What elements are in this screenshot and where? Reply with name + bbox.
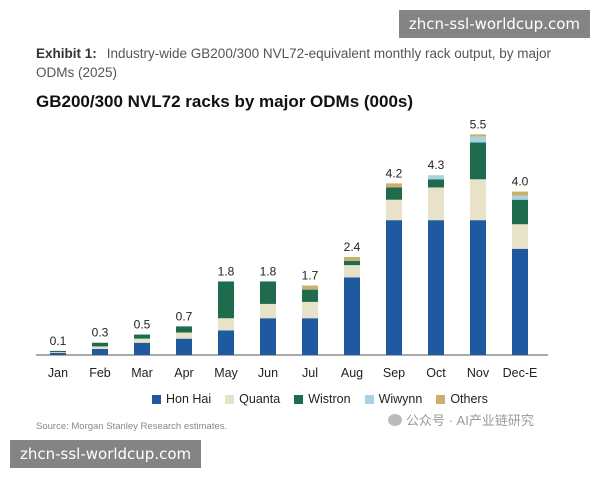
- x-tick-label: Jul: [302, 366, 318, 380]
- bar-segment-quanta: [512, 224, 528, 249]
- x-tick-label: May: [214, 366, 238, 380]
- bar-segment-others: [512, 191, 528, 196]
- bar-segment-wiwynn: [428, 175, 444, 180]
- x-tick-label: Jan: [48, 366, 68, 380]
- exhibit-caption: Exhibit 1: Industry-wide GB200/300 NVL72-…: [36, 44, 556, 82]
- bar-segment-wistron: [92, 342, 108, 347]
- bar-segment-quanta: [428, 187, 444, 221]
- x-tick-label: Dec-E: [503, 366, 538, 380]
- bar-segment-wistron: [428, 179, 444, 188]
- legend-swatch: [152, 394, 161, 404]
- bar-segment-hon-hai: [428, 220, 444, 355]
- bar-segment-wistron: [50, 350, 66, 353]
- bar-total-label: 2.4: [344, 240, 361, 254]
- bar-segment-hon-hai: [344, 277, 360, 355]
- bar-segment-wistron: [218, 281, 234, 319]
- bar-segment-hon-hai: [470, 220, 486, 355]
- legend-item-hon-hai: Hon Hai: [152, 392, 211, 406]
- bar-segment-quanta: [134, 338, 150, 343]
- legend-item-others: Others: [436, 392, 488, 406]
- bar-total-label: 1.8: [218, 264, 235, 278]
- legend-swatch: [364, 394, 374, 404]
- chart-title: GB200/300 NVL72 racks by major ODMs (000…: [36, 92, 414, 111]
- bar-total-label: 4.2: [386, 166, 403, 180]
- chart-legend: Hon Hai Quanta Wistron Wiwynn Others: [152, 392, 488, 406]
- legend-item-quanta: Quanta: [225, 392, 280, 406]
- bar-total-label: 0.1: [50, 334, 67, 348]
- bar-total-label: 5.5: [470, 117, 487, 131]
- bar-segment-hon-hai: [218, 330, 234, 355]
- watermark-top: zhcn-ssl-worldcup.com: [398, 10, 590, 38]
- legend-swatch: [294, 394, 304, 404]
- bar-segment-quanta: [344, 265, 360, 278]
- legend-swatch: [225, 394, 235, 404]
- x-tick-label: Aug: [341, 366, 363, 380]
- bar-segment-wistron: [512, 199, 528, 225]
- bar-segment-wistron: [386, 187, 402, 200]
- bar-segment-wistron: [470, 142, 486, 180]
- bar-segment-hon-hai: [176, 338, 192, 355]
- bar-segment-quanta: [92, 346, 108, 349]
- source-note: Source: Morgan Stanley Research estimate…: [36, 421, 228, 432]
- bar-segment-others: [344, 256, 360, 262]
- wechat-icon: [388, 413, 402, 426]
- bar-segment-wistron: [176, 326, 192, 333]
- bar-segment-wistron: [302, 289, 318, 302]
- watermark-bottom: zhcn-ssl-worldcup.com: [10, 440, 202, 468]
- legend-label: Hon Hai: [166, 392, 212, 406]
- bar-total-label: 1.8: [260, 264, 277, 278]
- bar-segment-quanta: [386, 199, 402, 221]
- bar-total-label: 4.3: [428, 158, 445, 172]
- bar-segment-wistron: [260, 281, 276, 304]
- bar-segment-quanta: [176, 332, 192, 339]
- bar-segment-hon-hai: [260, 318, 276, 355]
- bar-segment-hon-hai: [134, 342, 150, 355]
- bar-segment-hon-hai: [302, 318, 318, 355]
- bar-total-label: 1.7: [302, 269, 319, 283]
- bar-segment-hon-hai: [386, 220, 402, 355]
- x-tick-label: Nov: [467, 366, 490, 380]
- bar-segment-wistron: [344, 261, 360, 266]
- legend-item-wistron: Wistron: [294, 392, 351, 406]
- exhibit-text: Industry-wide GB200/300 NVL72-equivalent…: [36, 46, 551, 80]
- bar-segment-hon-hai: [92, 348, 108, 355]
- bar-segment-hon-hai: [512, 248, 528, 355]
- legend-label: Others: [450, 392, 488, 406]
- legend-label: Wistron: [308, 392, 351, 406]
- bar-segment-quanta: [260, 303, 276, 319]
- x-tick-label: Jun: [258, 366, 278, 380]
- legend-label: Wiwynn: [378, 392, 423, 406]
- exhibit-label: Exhibit 1:: [36, 46, 97, 61]
- bar-total-label: 0.7: [176, 309, 193, 323]
- bar-segment-quanta: [302, 301, 318, 319]
- bar-segment-wiwynn: [470, 136, 486, 143]
- bar-segment-wistron: [134, 334, 150, 339]
- bar-segment-hon-hai: [50, 352, 66, 355]
- bar-segment-others: [302, 285, 318, 290]
- x-tick-label: Mar: [131, 366, 153, 380]
- x-tick-label: Oct: [426, 366, 446, 380]
- wechat-text: 公众号 · AI产业链研究: [406, 413, 534, 428]
- bar-total-label: 4.0: [512, 175, 529, 189]
- x-tick-label: Apr: [174, 366, 193, 380]
- wechat-credit: 公众号 · AI产业链研究: [388, 410, 534, 429]
- legend-label: Quanta: [239, 392, 281, 406]
- bar-segment-quanta: [218, 318, 234, 331]
- bar-segment-others: [386, 183, 402, 188]
- legend-swatch: [436, 394, 446, 404]
- legend-item-wiwynn: Wiwynn: [364, 392, 423, 406]
- bar-total-label: 0.3: [92, 326, 109, 340]
- x-tick-label: Sep: [383, 366, 405, 380]
- bar-segment-quanta: [470, 179, 486, 221]
- bar-segment-quanta: [50, 352, 66, 353]
- bar-segment-wiwynn: [512, 195, 528, 200]
- bar-segment-others: [470, 134, 486, 137]
- bar-total-label: 0.5: [134, 318, 151, 332]
- x-tick-label: Feb: [89, 366, 111, 380]
